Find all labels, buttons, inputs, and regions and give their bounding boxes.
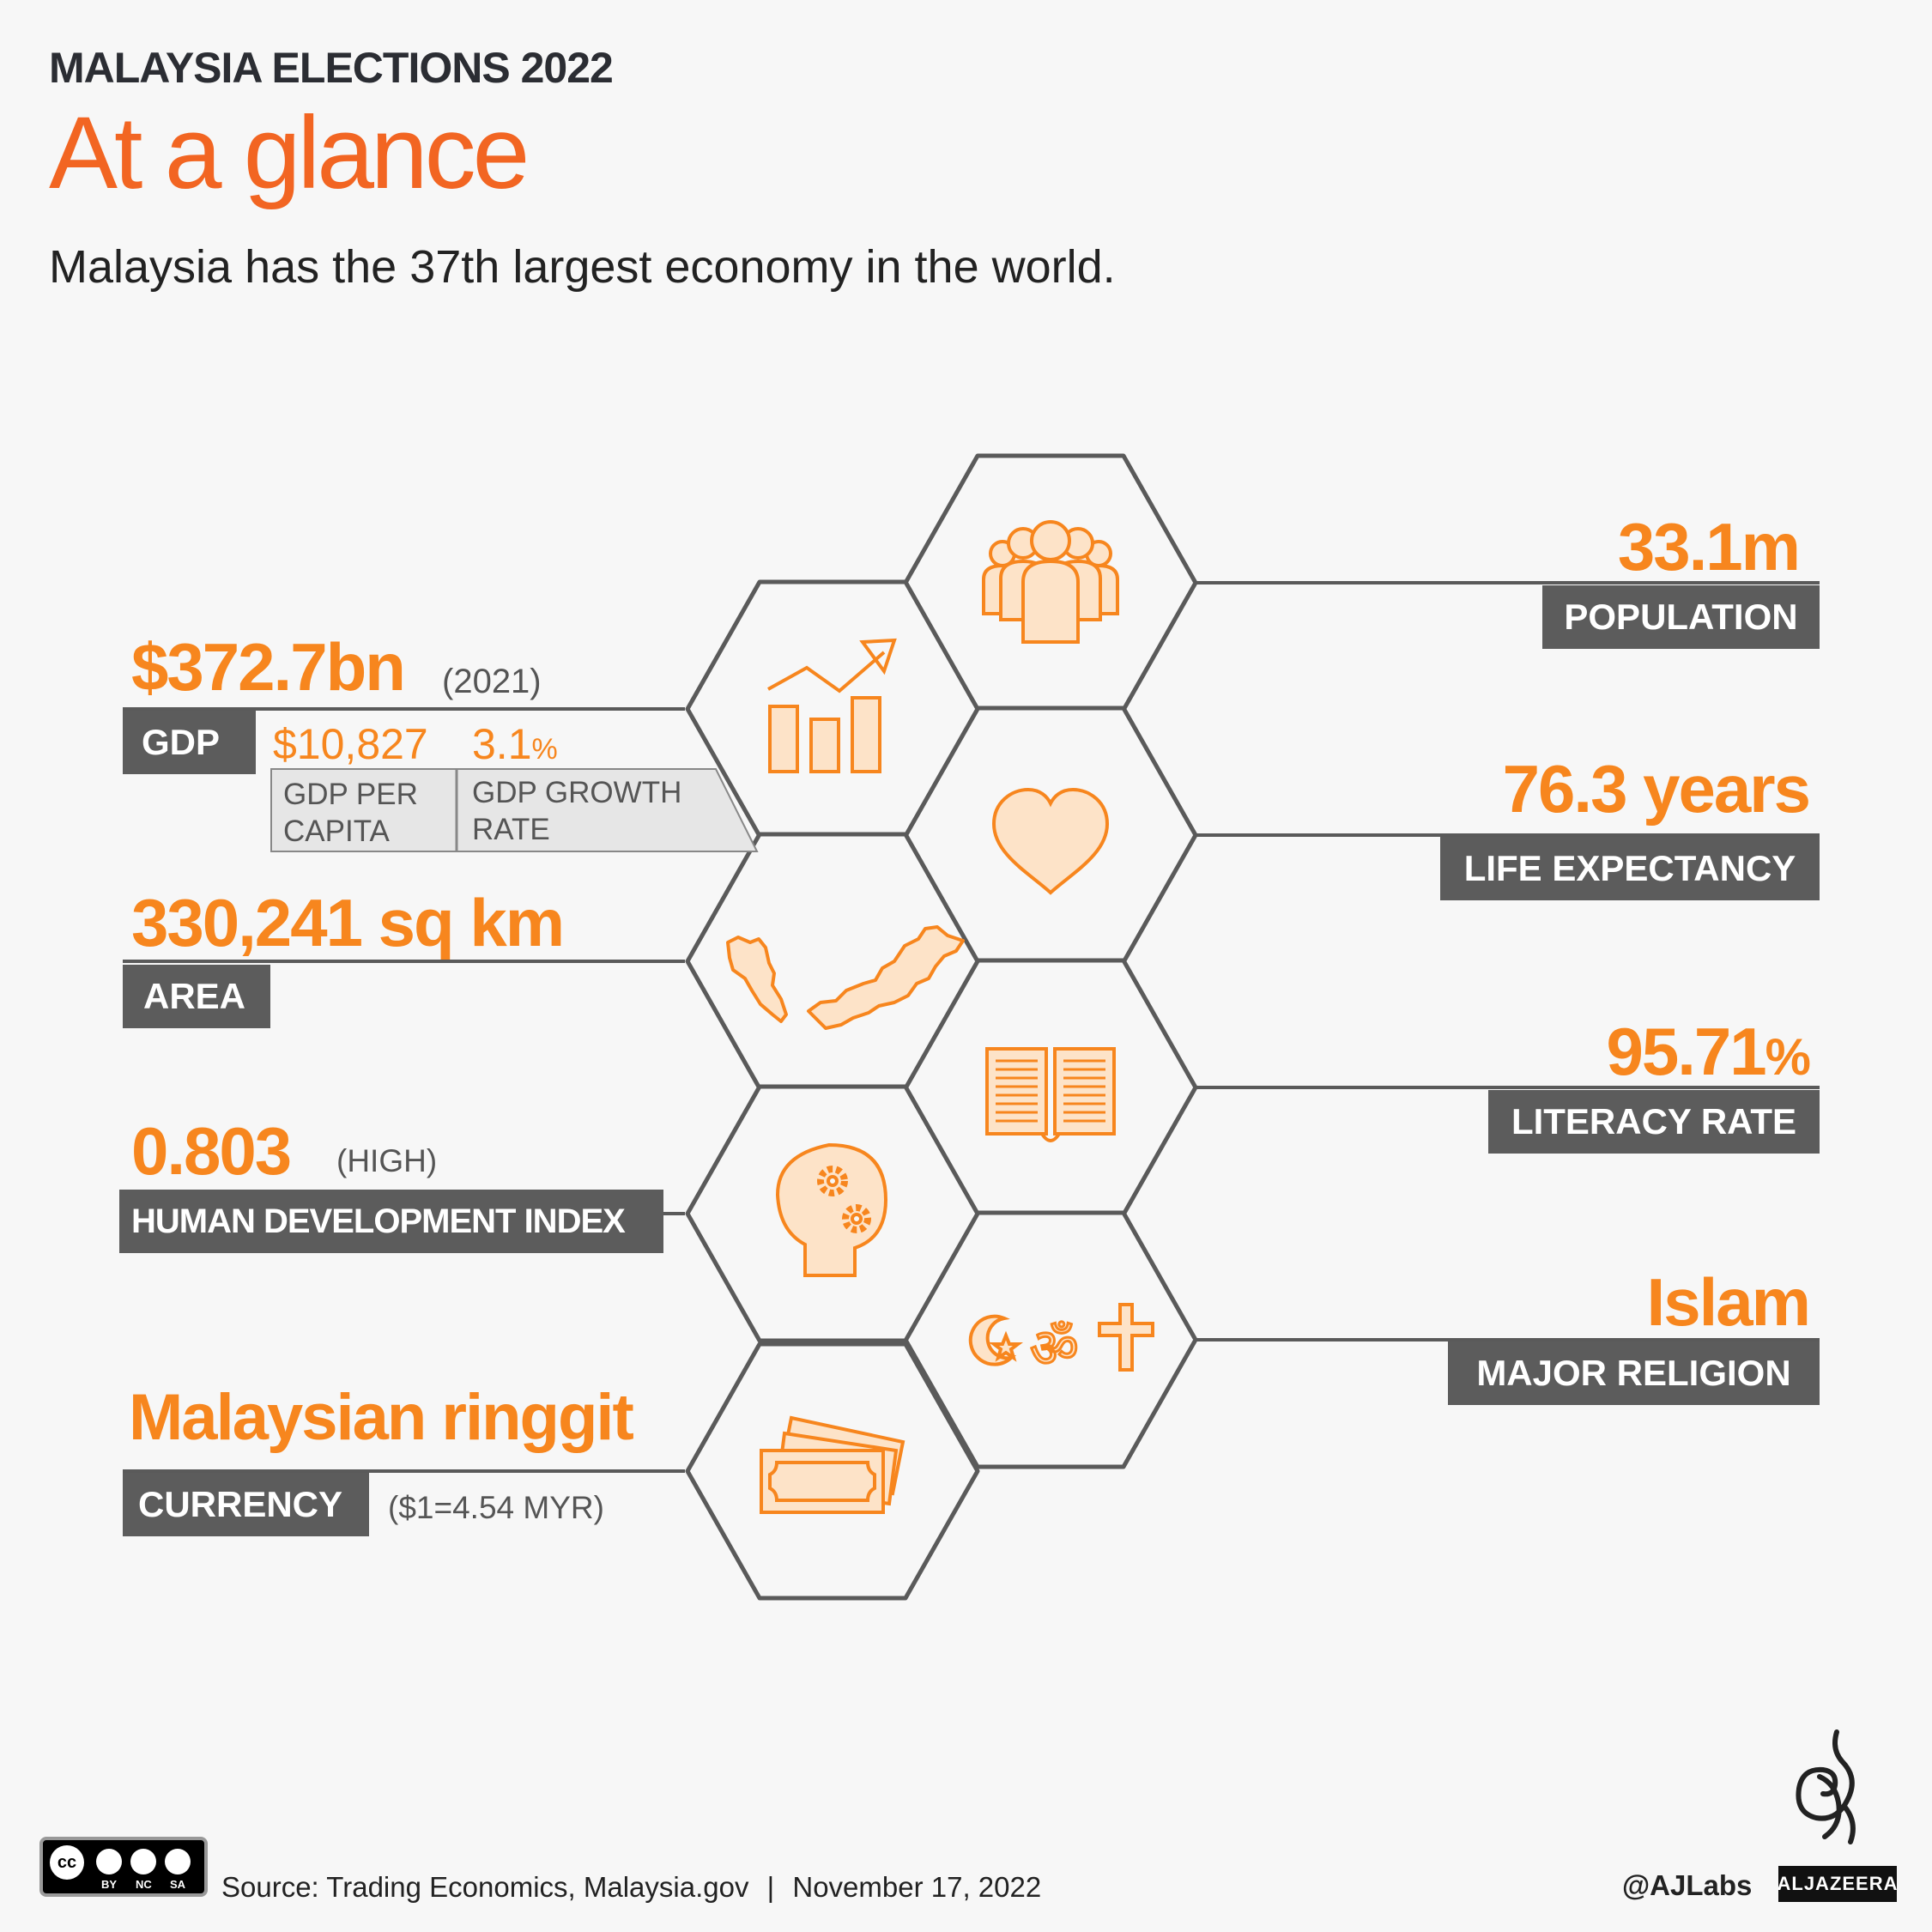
hdi-note: (HIGH) [336, 1143, 438, 1178]
hdi-label: HUMAN DEVELOPMENT INDEX [119, 1190, 663, 1253]
religion-label: MAJOR RELIGION [1448, 1341, 1820, 1405]
sharealike-icon [165, 1849, 191, 1874]
ajlabs-handle: @AJLabs [1622, 1869, 1753, 1901]
page-title: At a glance [49, 95, 530, 210]
area-value: 330,241 sq km [131, 885, 565, 960]
area-label: AREA [123, 965, 270, 1028]
gdp-growth-label: GDP GROWTH RATE [472, 776, 682, 846]
gdp-per-capita-label: GDP PER CAPITA [283, 778, 418, 848]
subtitle: Malaysia has the 37th largest economy in… [49, 241, 1116, 293]
license-by: BY [101, 1878, 118, 1891]
currency-value: Malaysian ringgit [129, 1381, 634, 1454]
money-icon [760, 1415, 905, 1514]
population-value: 33.1m [1617, 509, 1801, 584]
hdi-value: 0.803 [131, 1113, 292, 1189]
separator: | [766, 1871, 775, 1903]
heart-icon [991, 787, 1110, 895]
license-sa: SA [170, 1878, 186, 1891]
literacy-value: 95.71% [1606, 1014, 1811, 1089]
life-expectancy-value: 76.3 years [1502, 751, 1811, 827]
cc-icon: cc [50, 1845, 84, 1880]
source-text: Source: Trading Economics, Malaysia.gov [221, 1871, 749, 1903]
gdp-per-capita-value: $10,827 [273, 720, 428, 768]
life-expectancy-label: LIFE EXPECTANCY [1440, 837, 1820, 900]
people-icon [982, 520, 1119, 644]
gdp-label: GDP [123, 711, 256, 774]
aljazeera-wordmark: ALJAZEERA [1778, 1866, 1898, 1902]
gdp-value: $372.7bn [131, 629, 406, 705]
svg-text:ॐ: ॐ [1030, 1317, 1079, 1379]
cc-license-badge[interactable]: cc BY NC SA [39, 1837, 208, 1897]
book-icon [985, 1047, 1116, 1142]
noncommercial-icon [130, 1849, 156, 1874]
aljazeera-logo-icon [1796, 1729, 1856, 1844]
gdp-growth-value: 3.1% [472, 720, 558, 768]
gdp-sub-panel [270, 768, 759, 852]
license-nc: NC [136, 1878, 152, 1891]
malaysia-map-icon [726, 925, 965, 1030]
source-line: Source: Trading Economics, Malaysia.gov … [221, 1871, 1041, 1904]
literacy-label: LITERACY RATE [1488, 1090, 1820, 1154]
attribution-icon [96, 1849, 122, 1874]
bar-chart-icon [767, 638, 897, 773]
gdp-year-note: (2021) [442, 663, 542, 700]
population-label: POPULATION [1542, 585, 1820, 649]
head-gears-icon [775, 1142, 888, 1277]
kicker: MALAYSIA ELECTIONS 2022 [49, 44, 614, 92]
currency-label: CURRENCY [123, 1473, 369, 1536]
publish-date: November 17, 2022 [792, 1871, 1042, 1903]
religion-value: Islam [1646, 1264, 1811, 1340]
religion-symbols-icon: ॐ [968, 1303, 1154, 1381]
currency-rate-note: ($1=4.54 MYR) [388, 1490, 604, 1525]
